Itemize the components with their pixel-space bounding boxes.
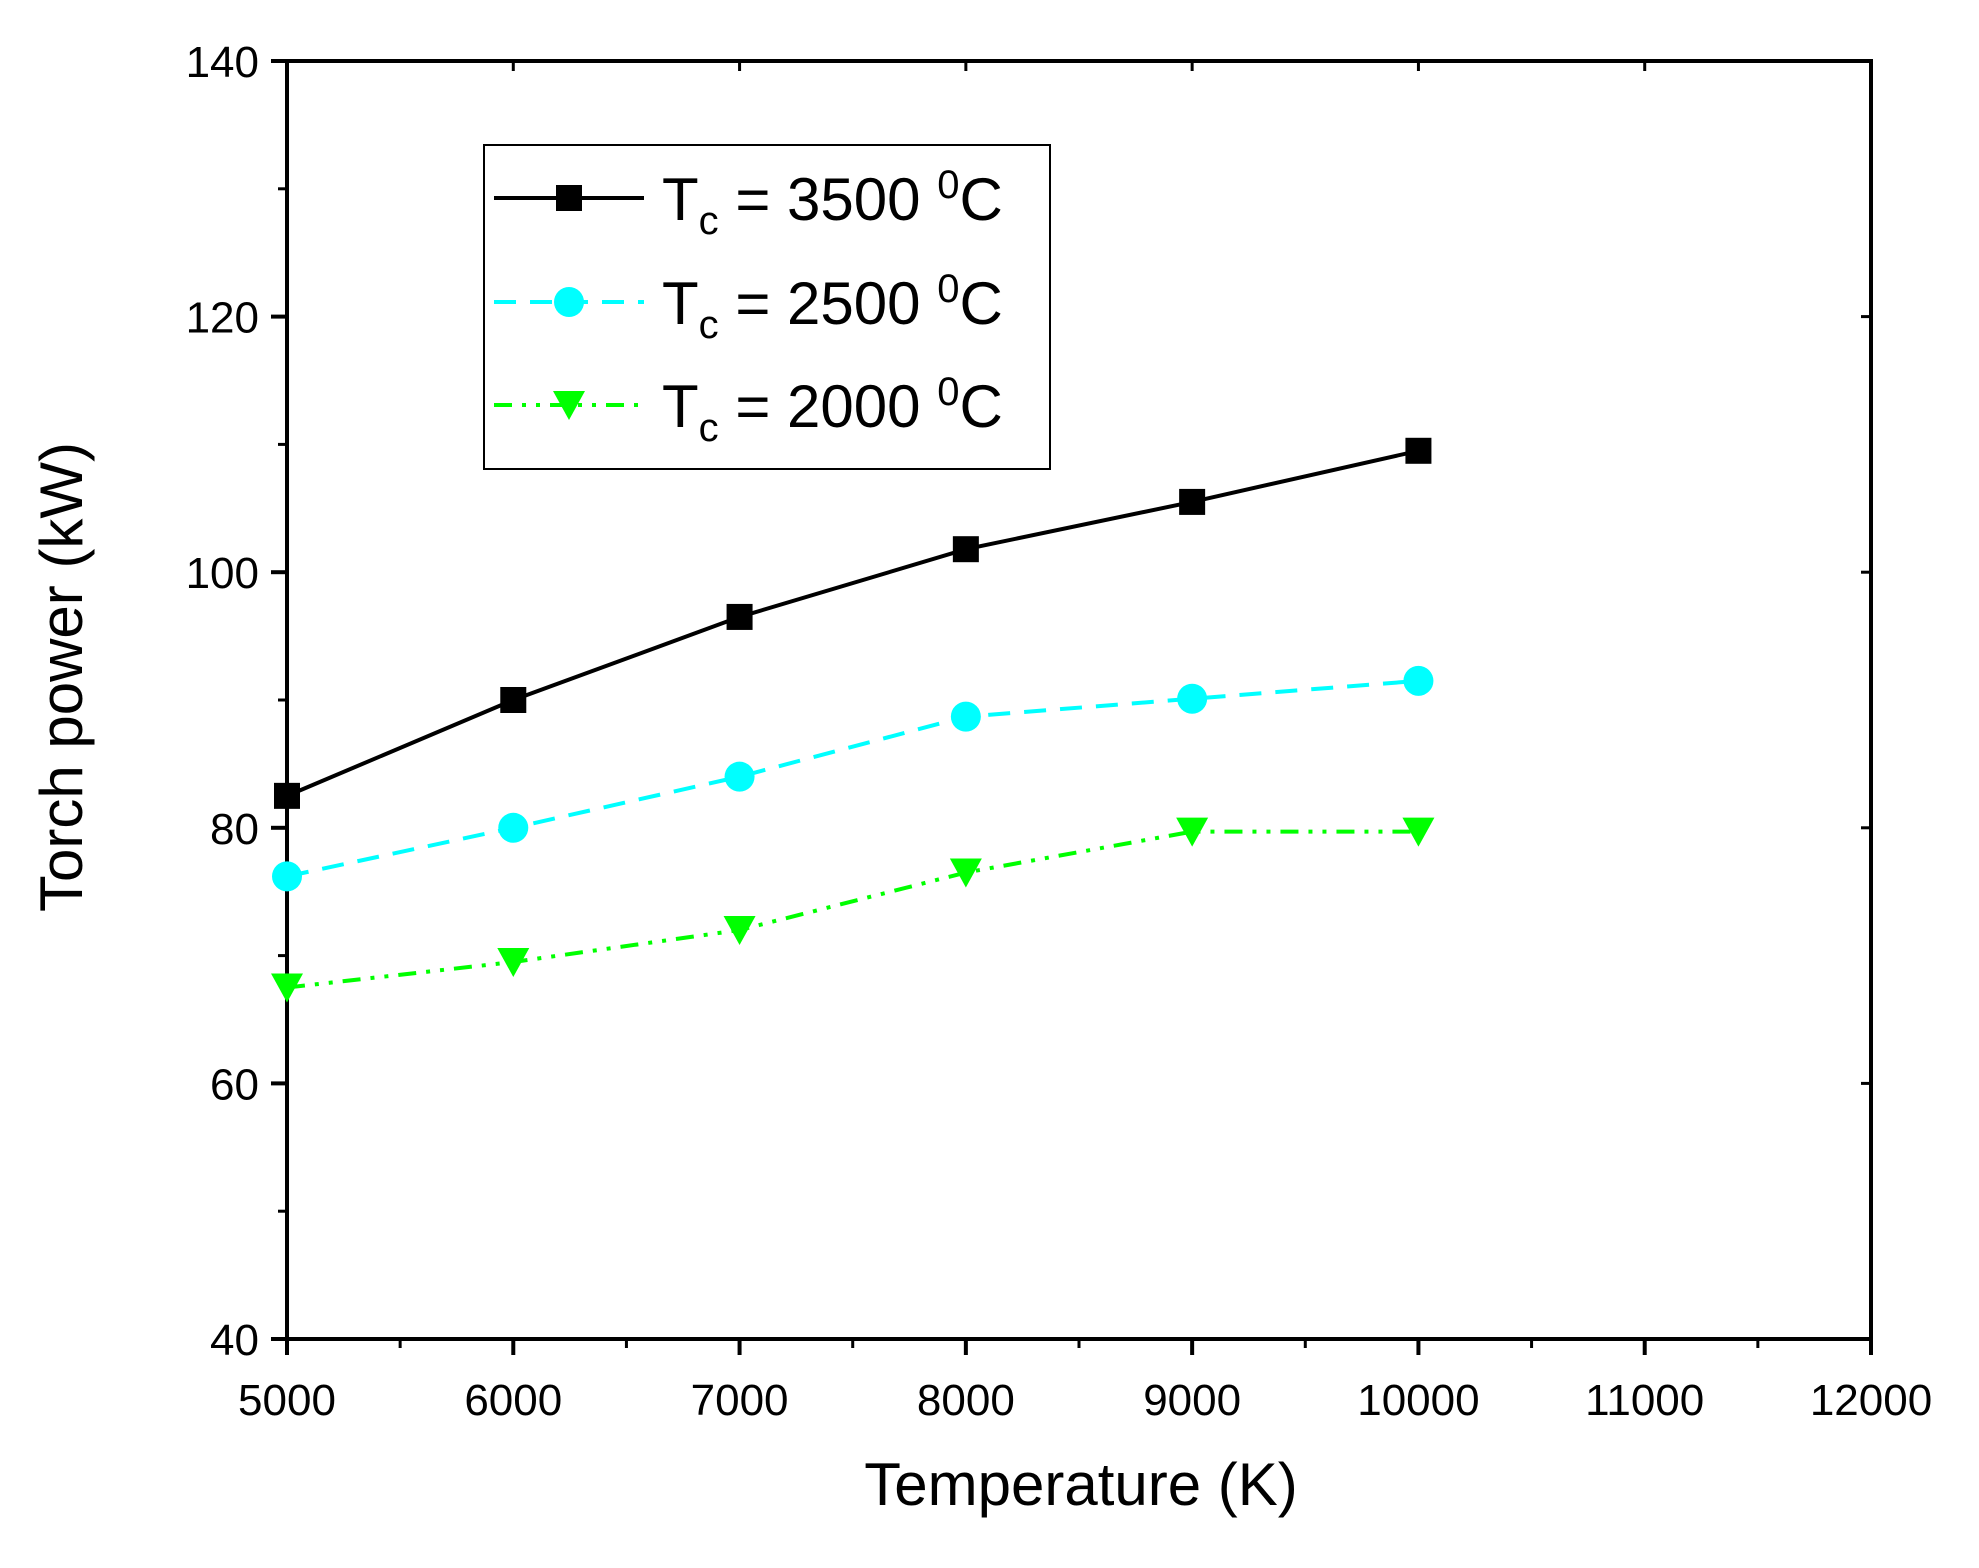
data-point: [498, 812, 529, 843]
x-tick-label: 5000: [238, 1376, 336, 1425]
data-point: [1405, 437, 1432, 464]
series-2: [272, 665, 1434, 892]
data-point: [1402, 817, 1435, 847]
y-tick-label: 140: [186, 38, 259, 87]
x-tick-label: 10000: [1357, 1376, 1479, 1425]
x-tick-label: 6000: [464, 1376, 562, 1425]
series-3: [271, 817, 1435, 1003]
y-tick-label: 100: [186, 549, 259, 598]
legend-entry-1: Tc = 3500 0C: [494, 163, 1003, 243]
data-point: [1179, 488, 1206, 515]
y-axis-title: Torch power (kW): [28, 442, 95, 912]
data-point: [271, 973, 303, 1003]
series-line: [286, 448, 1419, 798]
x-axis-title: Temperature (K): [864, 1451, 1297, 1518]
legend-marker: [556, 185, 582, 211]
data-point: [952, 536, 979, 563]
x-tick-label: 7000: [691, 1376, 789, 1425]
x-axis: 5000 6000 7000 8000 9000 10000 11000 12000: [238, 61, 1932, 1425]
data-point: [274, 782, 300, 809]
data-point: [1177, 683, 1208, 714]
series-line: [286, 829, 1419, 990]
series-line: [286, 678, 1419, 879]
y-tick-label: 40: [210, 1316, 259, 1365]
data-point: [726, 603, 753, 630]
y-tick-label: 80: [210, 805, 259, 854]
data-point: [1176, 817, 1209, 847]
data-point: [724, 761, 755, 792]
data-point: [497, 947, 530, 977]
x-tick-label: 11000: [1585, 1376, 1704, 1425]
legend-label: Tc = 3500 0C: [662, 163, 1003, 243]
legend-entry-2: Tc = 2500 0C: [494, 267, 1003, 347]
data-point: [949, 858, 982, 888]
series-1: [274, 437, 1432, 809]
legend-label: Tc = 2500 0C: [662, 267, 1003, 347]
data-point: [1403, 665, 1434, 696]
data-point: [500, 687, 527, 713]
x-tick-label: 9000: [1143, 1376, 1241, 1425]
y-axis: 40 60 80 100 120 140: [186, 38, 1871, 1365]
data-point: [723, 916, 756, 946]
legend-label: Tc = 2000 0C: [662, 370, 1003, 450]
x-tick-label: 12000: [1810, 1376, 1932, 1425]
y-tick-label: 120: [186, 294, 259, 343]
series-layer: [271, 437, 1435, 1003]
legend-marker: [554, 287, 584, 317]
data-point: [272, 861, 302, 892]
legend: Tc = 3500 0C Tc = 2500 0C Tc = 2000 0C: [483, 144, 1051, 470]
data-point: [950, 701, 981, 732]
x-tick-label: 8000: [917, 1376, 1015, 1425]
legend-entry-3: Tc = 2000 0C: [494, 370, 1003, 450]
y-tick-label: 60: [210, 1060, 259, 1109]
legend-marker: [553, 391, 585, 420]
